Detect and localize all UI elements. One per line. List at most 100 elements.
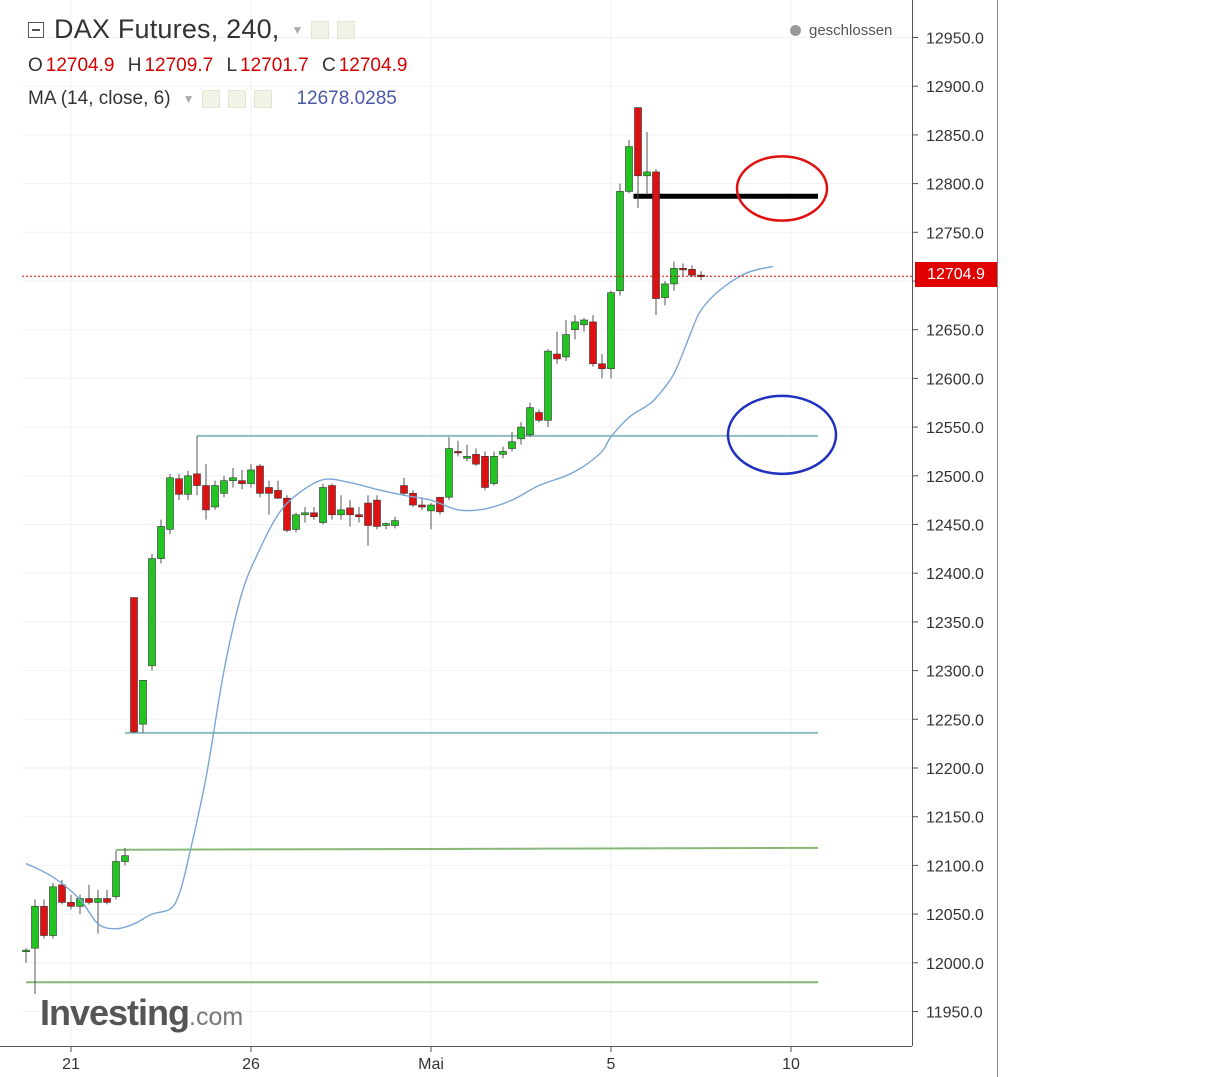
candle [625,139,633,194]
annotation-circles [726,155,838,476]
candle-body-down [346,507,354,516]
candle [220,475,228,498]
candle [202,464,210,520]
candle-body-down [103,898,111,903]
candle-body-up [616,191,624,292]
candle-body-down [481,456,489,488]
axes [0,0,998,1077]
indicator-chevron-icon[interactable]: ▼ [182,92,195,106]
y-tick-label: 12550.0 [926,420,984,437]
indicator-close-icon[interactable] [254,90,273,108]
candle [310,506,318,520]
candle [103,889,111,905]
candle [373,495,381,530]
candle-body-up [229,477,237,481]
collapse-icon[interactable] [28,21,44,38]
candle [679,263,687,277]
candle [589,315,597,367]
candle [643,131,651,194]
candle [616,183,624,296]
candle-body-down [193,473,201,486]
candle-body-down [598,363,606,369]
candle [490,451,498,486]
candle-body-down [130,597,138,733]
candle-body-up [382,523,390,526]
candle-body-up [319,487,327,523]
chevron-down-icon[interactable]: ▼ [291,22,304,37]
candle-body-down [283,497,291,531]
candle-body-up [112,861,120,897]
candle-body-up [607,292,615,369]
red-circle-annotation [735,155,829,222]
candle [697,271,705,281]
close-label: C [322,55,336,76]
candle-body-up [445,448,453,498]
candle [499,446,507,459]
y-tick-label: 12100.0 [926,858,984,875]
candle [364,495,372,546]
candle [607,290,615,379]
low-label: L [226,55,238,76]
candle-body-up [211,485,219,508]
candle-body-down [328,485,336,516]
candle [274,480,282,500]
candle-body-down [202,485,210,511]
y-tick-label: 12050.0 [926,907,984,924]
candle [598,354,606,379]
candle-body-up [121,855,129,862]
candle-body-up [337,509,345,516]
x-tick-label: 26 [242,1056,260,1073]
close-icon[interactable] [337,20,356,39]
candle-body-down [535,412,543,421]
candle-body-up [544,350,552,421]
candle [508,431,516,452]
candle [121,847,129,866]
current-price-tag: 12704.9 [915,262,997,287]
candle-body-up [49,886,57,936]
candle [472,448,480,467]
candle-body-down [40,906,48,936]
investing-logo: Investing.com [40,992,243,1034]
y-tick-label: 12500.0 [926,469,984,486]
indicator-settings-icon[interactable] [228,90,247,108]
candle-body-down [85,898,93,903]
candle [166,473,174,535]
candle-body-up [220,480,228,494]
candle-body-up [517,426,525,440]
candle-body-up [247,469,255,484]
candle [346,500,354,527]
candle [688,265,696,278]
horizontal-lines [26,193,819,984]
blue-circle-annotation [726,394,838,476]
candle [580,318,588,332]
candle-body-down [256,465,264,494]
candle-body-up [571,321,579,330]
candle [301,506,309,523]
candle [652,168,660,316]
candle-body-down [454,451,462,454]
candle-body-up [643,171,651,177]
candle-body-up [625,146,633,192]
support-line [115,846,819,851]
close-value: 12704.9 [338,55,408,76]
candle-body-up [31,906,39,949]
x-axis-labels: 21 26 Mai 5 10 [62,1046,800,1073]
candle-body-up [148,558,156,667]
ma-line [25,265,774,930]
candle [247,464,255,488]
candle-body-down [373,499,381,527]
candle-body-down [274,490,282,499]
candle [265,480,273,515]
candle [148,553,156,671]
candle-body-up [562,334,570,358]
y-tick-label: 12200.0 [926,761,984,778]
settings-icon[interactable] [311,20,330,39]
indicator-eye-icon[interactable] [202,90,221,108]
candle-body-up [139,680,147,725]
candle [49,882,57,939]
candle-body-up [292,514,300,530]
candle-body-down [472,454,480,465]
candle-body-up [463,456,471,459]
candle-body-down [58,884,66,903]
